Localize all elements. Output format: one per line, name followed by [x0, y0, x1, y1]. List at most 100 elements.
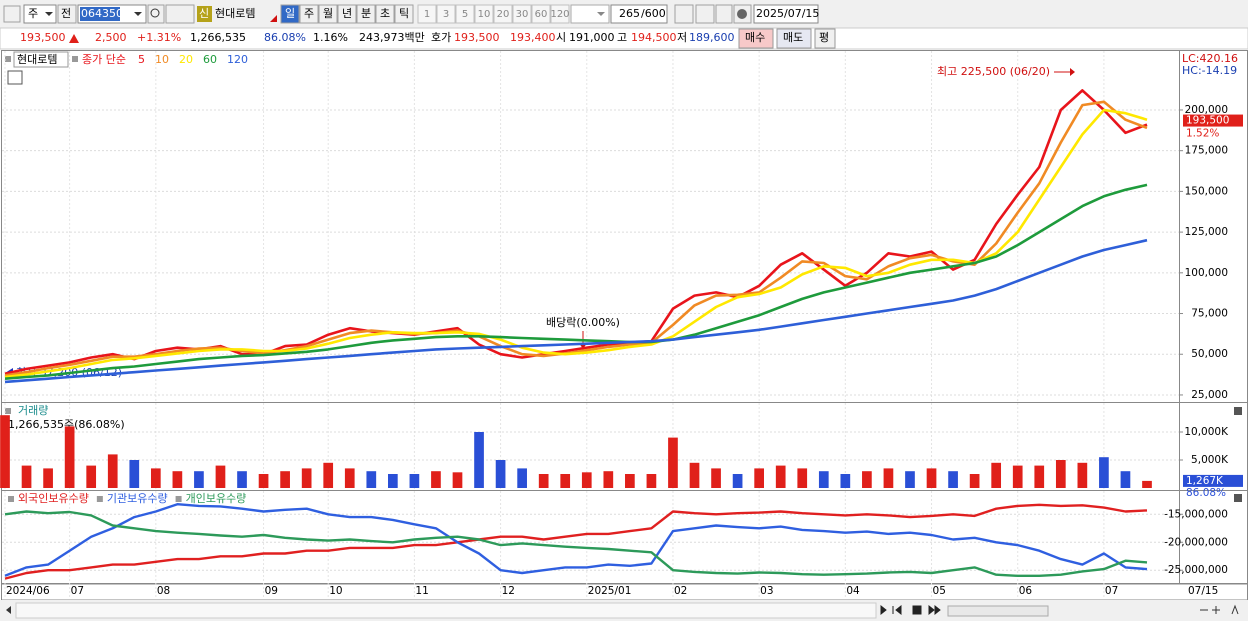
high-arrowhead — [1070, 68, 1075, 76]
close-icon[interactable] — [1234, 494, 1242, 502]
interval-input[interactable] — [570, 4, 610, 24]
interval-button[interactable] — [550, 4, 570, 24]
sell-label: 매도 — [783, 31, 803, 44]
volume-bar — [818, 471, 829, 488]
scroll-track[interactable] — [15, 602, 877, 619]
view-select[interactable] — [23, 4, 57, 24]
sound-button[interactable] — [165, 4, 195, 24]
menu-button[interactable] — [3, 5, 21, 23]
volume-bar — [560, 474, 571, 488]
interval-button[interactable] — [436, 4, 456, 24]
open-price: 191,000 — [569, 31, 615, 44]
current-price-tag — [1183, 114, 1243, 127]
quote-amount: 243,973백만 — [359, 31, 425, 44]
sell-button[interactable] — [776, 28, 812, 49]
buy-button[interactable] — [738, 28, 774, 49]
table-icon[interactable] — [7, 70, 23, 85]
period-button[interactable] — [356, 4, 376, 24]
quote-vol-ratio: 86.08% — [264, 31, 306, 44]
period-button[interactable] — [280, 4, 300, 24]
series-line — [4, 183, 1148, 380]
y-tick-label: 25,000 — [1191, 389, 1228, 401]
quote-turnover: 1.16% — [313, 31, 348, 44]
volume-bar — [150, 468, 161, 488]
period-button[interactable] — [318, 4, 338, 24]
x-tick-label: 07 — [1105, 585, 1118, 597]
dropdown-arrow — [45, 12, 53, 16]
count-input[interactable] — [610, 4, 668, 24]
y-tick-label: 5,000K — [1191, 454, 1229, 466]
avg-button[interactable] — [814, 28, 836, 49]
quote-price: 193,500 — [20, 31, 66, 44]
low-price: 189,600 — [689, 31, 735, 44]
new-badge — [197, 6, 212, 22]
series-line — [4, 503, 1148, 580]
x-tick-label: 2025/01 — [588, 585, 632, 597]
interval-label: 10 — [478, 9, 491, 20]
close-icon[interactable] — [1234, 407, 1242, 415]
new-badge-text: 신 — [199, 7, 209, 20]
view-label: 주 — [28, 7, 38, 20]
interval-button[interactable] — [493, 4, 513, 24]
series-line — [4, 108, 1148, 379]
volume-bar — [323, 462, 334, 488]
high-price: 194,500 — [631, 31, 677, 44]
open-label: 시 — [556, 31, 566, 44]
period-button[interactable] — [375, 4, 395, 24]
volume-bar — [280, 471, 290, 488]
interval-label: 20 — [497, 9, 510, 20]
dividend-annotation: 배당락(0.00%) — [546, 316, 620, 329]
volume-bar — [21, 465, 32, 488]
legend-entry: 60 — [203, 53, 217, 66]
search-button[interactable] — [147, 4, 165, 24]
period-button[interactable] — [394, 4, 414, 24]
x-tick-label: 07/15 — [1188, 585, 1218, 597]
draw-tool[interactable] — [695, 4, 715, 24]
volume-bar — [129, 460, 140, 488]
x-tick-label: 05 — [933, 585, 946, 597]
interval-button[interactable] — [531, 4, 551, 24]
legend-icon — [5, 56, 11, 62]
date-input[interactable] — [753, 4, 819, 24]
interval-button[interactable] — [474, 4, 494, 24]
volume-bar — [237, 471, 247, 488]
scroll-left[interactable] — [6, 606, 11, 614]
y-tick-label: -15,000,000 — [1164, 508, 1228, 520]
volume-bar — [1055, 460, 1066, 488]
bid-label: 호가 — [431, 31, 451, 44]
x-tick-label: 06 — [1019, 585, 1033, 597]
period-label: 초 — [380, 7, 390, 20]
y-tick-label: 200,000 — [1185, 104, 1228, 116]
volume-bar — [517, 468, 527, 488]
corner-mark — [270, 15, 277, 22]
volume-bar — [258, 474, 269, 488]
candle-tool[interactable] — [674, 4, 694, 24]
y-tick-label: 50,000 — [1191, 348, 1228, 360]
period-button[interactable] — [337, 4, 357, 24]
date: 2025/07/15 — [756, 7, 819, 20]
quote-bar — [0, 27, 1248, 50]
interval-label: 120 — [550, 9, 569, 20]
volume-bar — [1077, 462, 1088, 488]
interval-button[interactable] — [455, 4, 475, 24]
interval-label: 5 — [462, 9, 468, 20]
volume-subtitle: 1,266,535주(86.08%) — [8, 418, 125, 431]
volume-bar — [431, 471, 441, 488]
interval-button[interactable] — [417, 4, 437, 24]
zoom-buttons[interactable] — [1200, 604, 1239, 615]
volume-title: 거래량 — [18, 404, 48, 417]
volume-bar — [388, 474, 398, 488]
interval-button[interactable] — [512, 4, 532, 24]
volume-bar — [625, 474, 635, 488]
save-tool[interactable] — [715, 4, 733, 24]
volume-bar — [194, 471, 204, 488]
scroll-controls[interactable] — [880, 604, 941, 616]
period-button[interactable] — [299, 4, 319, 24]
zoom-slider[interactable] — [947, 605, 1049, 617]
avg-label: 평 — [819, 31, 829, 44]
series-line — [4, 100, 1148, 377]
current-price-label: 193,500 — [1186, 115, 1229, 127]
prev-button[interactable] — [57, 4, 77, 24]
legend-label: 종가 단순 — [82, 53, 126, 66]
volume-bar — [366, 471, 377, 488]
